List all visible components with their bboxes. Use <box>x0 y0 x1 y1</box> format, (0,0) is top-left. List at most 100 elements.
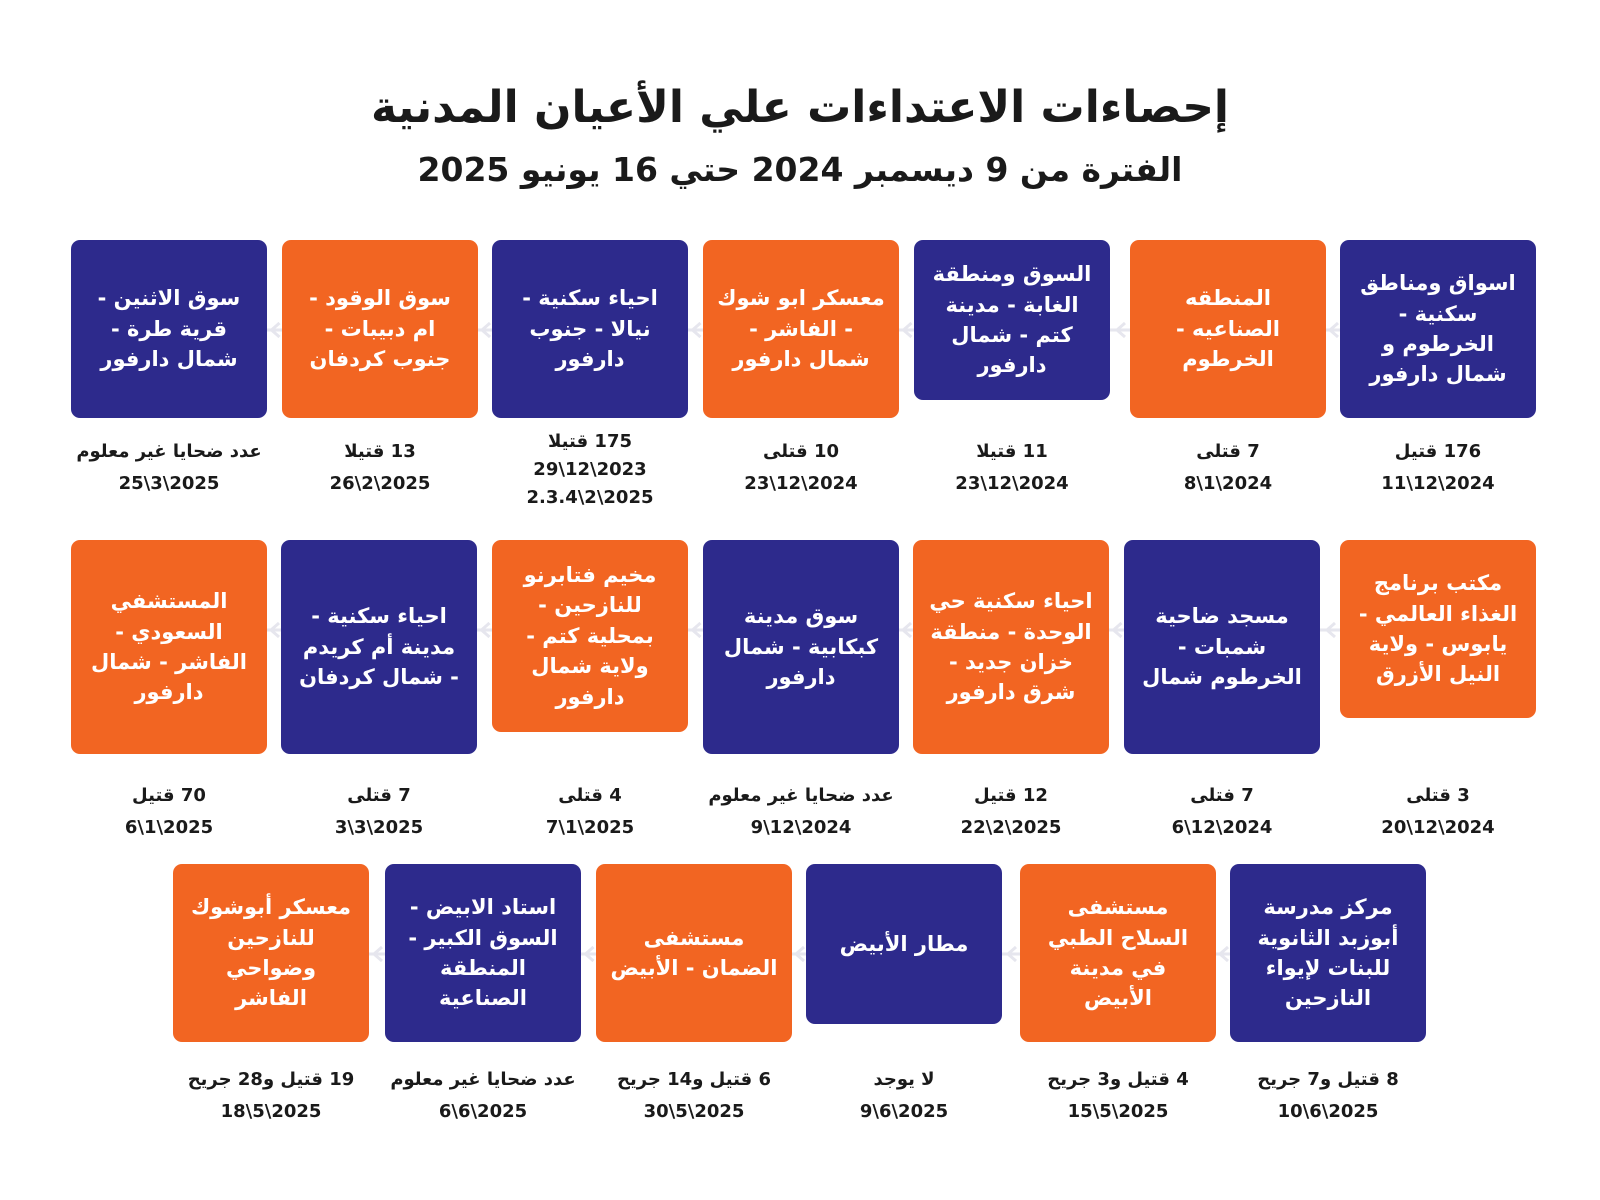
incident-date: 2025\5\18 <box>220 1101 322 1123</box>
incident-location: مكتب برنامج الغذاء العالمي - يابوس - ولا… <box>1340 540 1536 718</box>
incident-date: 2024\1\8 <box>1183 473 1273 495</box>
incident-details: 13 قتيلا 2025\2\26 <box>257 436 503 501</box>
incident-details: 12 قتيل 2025\2\22 <box>888 780 1134 845</box>
incident-location: سوق الاثنين - قرية طرة - شمال دارفور <box>71 240 267 418</box>
incident-location: معسكر أبوشوك للنازحين وضواحي الفاشر <box>173 864 369 1042</box>
incident-date: 2024\12\9 <box>750 817 852 839</box>
incident-date: 2024\12\6 <box>1171 817 1273 839</box>
incident-details: 3 قتلى 2024\12\20 <box>1315 780 1561 845</box>
connector-chevron-icon <box>269 321 281 339</box>
connector-chevron-icon <box>583 945 595 963</box>
incident-location: السوق ومنطقة الغابة - مدينة كتم - شمال د… <box>914 240 1110 400</box>
incident-date: 2025\1\6 <box>124 817 214 839</box>
incident-location: سوق مدينة كبكابية - شمال دارفور <box>703 540 899 754</box>
incident-date: 2025\6\9 <box>859 1101 949 1123</box>
casualty-count: 8 قتيل و7 جريح <box>1257 1069 1399 1090</box>
casualty-count: عدد ضحايا غير معلوم <box>390 1069 576 1090</box>
connector-chevron-icon <box>1114 321 1126 339</box>
incident-location: مستشفى السلاح الطبي في مدينة الأبيض <box>1020 864 1216 1042</box>
incident-date: 2025\3\25 <box>118 473 220 495</box>
casualty-count: 11 قتيلا <box>976 441 1048 462</box>
incident-details: 7 قتلى 2024\1\8 <box>1105 436 1351 501</box>
incident-date: 2024\12\23 <box>744 473 858 495</box>
casualty-count: عدد ضحايا غير معلوم <box>708 785 894 806</box>
casualty-count: 10 قتلى <box>762 441 840 462</box>
connector-chevron-icon <box>1217 945 1229 963</box>
incident-date: 2025\3\3 <box>334 817 424 839</box>
incident-location: سوق الوقود - ام دبيبات - جنوب كردفان <box>282 240 478 418</box>
incident-details: 70 قتيل 2025\1\6 <box>46 780 292 845</box>
connector-chevron-icon <box>1111 621 1123 639</box>
incident-date: 2025\5\15 <box>1067 1101 1169 1123</box>
connector-chevron-icon <box>1005 945 1017 963</box>
incident-location: احياء سكنية حي الوحدة - منطقة خزان جديد … <box>913 540 1109 754</box>
incident-location: مسجد ضاحية شمبات - الخرطوم شمال <box>1124 540 1320 754</box>
incident-location: المنطقه الصناعيه - الخرطوم <box>1130 240 1326 418</box>
incident-location: اسواق ومناطق سكنية - الخرطوم و شمال دارف… <box>1340 240 1536 418</box>
incident-details: 8 قتيل و7 جريح 2025\6\10 <box>1205 1064 1451 1129</box>
incident-location: المستشفي السعودي - الفاشر - شمال دارفور <box>71 540 267 754</box>
casualty-count: 4 قتيل و3 جريح <box>1047 1069 1189 1090</box>
connector-chevron-icon <box>1324 621 1336 639</box>
connector-chevron-icon <box>690 321 702 339</box>
incident-details: عدد ضحايا غير معلوم 2024\12\9 <box>678 780 924 845</box>
casualty-count: 19 قتيل و28 جريح <box>187 1069 355 1090</box>
incident-details: 175 قتيلا 2023\12\29 2025\2\2.3.4 <box>467 428 713 512</box>
casualty-count: 12 قتيل <box>974 785 1048 806</box>
incident-details: 4 قتلى 2025\1\7 <box>467 780 713 845</box>
incident-location: احياء سكنية - نيالا - جنوب دارفور <box>492 240 688 418</box>
incident-location: مطار الأبيض <box>806 864 1002 1024</box>
incident-location: معسكر ابو شوك - الفاشر - شمال دارفور <box>703 240 899 418</box>
incident-date: 2025\5\30 <box>643 1101 745 1123</box>
incident-date: 2024\12\20 <box>1381 817 1495 839</box>
incident-details: 7 فتلى 2024\12\6 <box>1099 780 1345 845</box>
incident-location: احياء سكنية - مدينة أم كريدم - شمال كردف… <box>281 540 477 754</box>
casualty-count: 175 قتيلا <box>548 431 632 452</box>
casualty-count: عدد ضحايا غير معلوم <box>76 441 262 462</box>
incident-location: مستشفى الضمان - الأبيض <box>596 864 792 1042</box>
connector-chevron-icon <box>479 621 491 639</box>
incident-details: 11 قتيلا 2024\12\23 <box>889 436 1135 501</box>
incident-details: لا يوجد 2025\6\9 <box>781 1064 1027 1129</box>
casualty-count: 4 قتلى <box>558 785 622 806</box>
page-subtitle: الفترة من 9 ديسمبر 2024 حتي 16 يونيو 202… <box>417 150 1183 189</box>
incident-details: 6 قتيل و14 جريح 2025\5\30 <box>571 1064 817 1129</box>
incident-date: 2025\2\26 <box>329 473 431 495</box>
connector-chevron-icon <box>268 621 280 639</box>
incident-location: استاد الابيض - السوق الكبير - المنطقة ال… <box>385 864 581 1042</box>
connector-chevron-icon <box>371 945 383 963</box>
incident-date: 2024\12\11 <box>1381 473 1495 495</box>
casualty-count: 176 قتيل <box>1394 441 1482 462</box>
incident-date-secondary: 2025\2\2.3.4 <box>526 486 654 508</box>
incident-date: 2025\6\10 <box>1277 1101 1379 1123</box>
connector-chevron-icon <box>900 621 912 639</box>
incident-date: 2025\1\7 <box>545 817 635 839</box>
connector-chevron-icon <box>901 321 913 339</box>
casualty-count: 7 قتلى <box>1196 441 1260 462</box>
incident-details: 19 قتيل و28 جريح 2025\5\18 <box>148 1064 394 1129</box>
connector-chevron-icon <box>1327 321 1339 339</box>
incident-date: 2023\12\29 <box>533 458 647 480</box>
casualty-count: 70 قتيل <box>132 785 206 806</box>
incident-details: 10 قتلى 2024\12\23 <box>678 436 924 501</box>
incident-date: 2025\2\22 <box>960 817 1062 839</box>
connector-chevron-icon <box>479 321 491 339</box>
casualty-count: 3 قتلى <box>1406 785 1470 806</box>
incident-details: عدد ضحايا غير معلوم 2025\6\6 <box>360 1064 606 1129</box>
incident-details: عدد ضحايا غير معلوم 2025\3\25 <box>46 436 292 501</box>
casualty-count: لا يوجد <box>873 1069 935 1090</box>
incident-date: 2024\12\23 <box>955 473 1069 495</box>
casualty-count: 7 قتلى <box>347 785 411 806</box>
casualty-count: 7 فتلى <box>1190 785 1254 806</box>
page-title: إحصاءات الاعتداءات علي الأعيان المدنية <box>370 82 1230 133</box>
connector-chevron-icon <box>793 945 805 963</box>
incident-details: 4 قتيل و3 جريح 2025\5\15 <box>995 1064 1241 1129</box>
connector-chevron-icon <box>690 621 702 639</box>
incident-details: 7 قتلى 2025\3\3 <box>256 780 502 845</box>
incident-date: 2025\6\6 <box>438 1101 528 1123</box>
casualty-count: 13 قتيلا <box>344 441 416 462</box>
casualty-count: 6 قتيل و14 جريح <box>616 1069 772 1090</box>
incident-details: 176 قتيل 2024\12\11 <box>1315 436 1561 501</box>
incident-location: مركز مدرسة أبوزبد الثانوية للبنات لإيواء… <box>1230 864 1426 1042</box>
incident-location: مخيم فتابرنو للنازحين - بمحلية كتم - ولا… <box>492 540 688 732</box>
